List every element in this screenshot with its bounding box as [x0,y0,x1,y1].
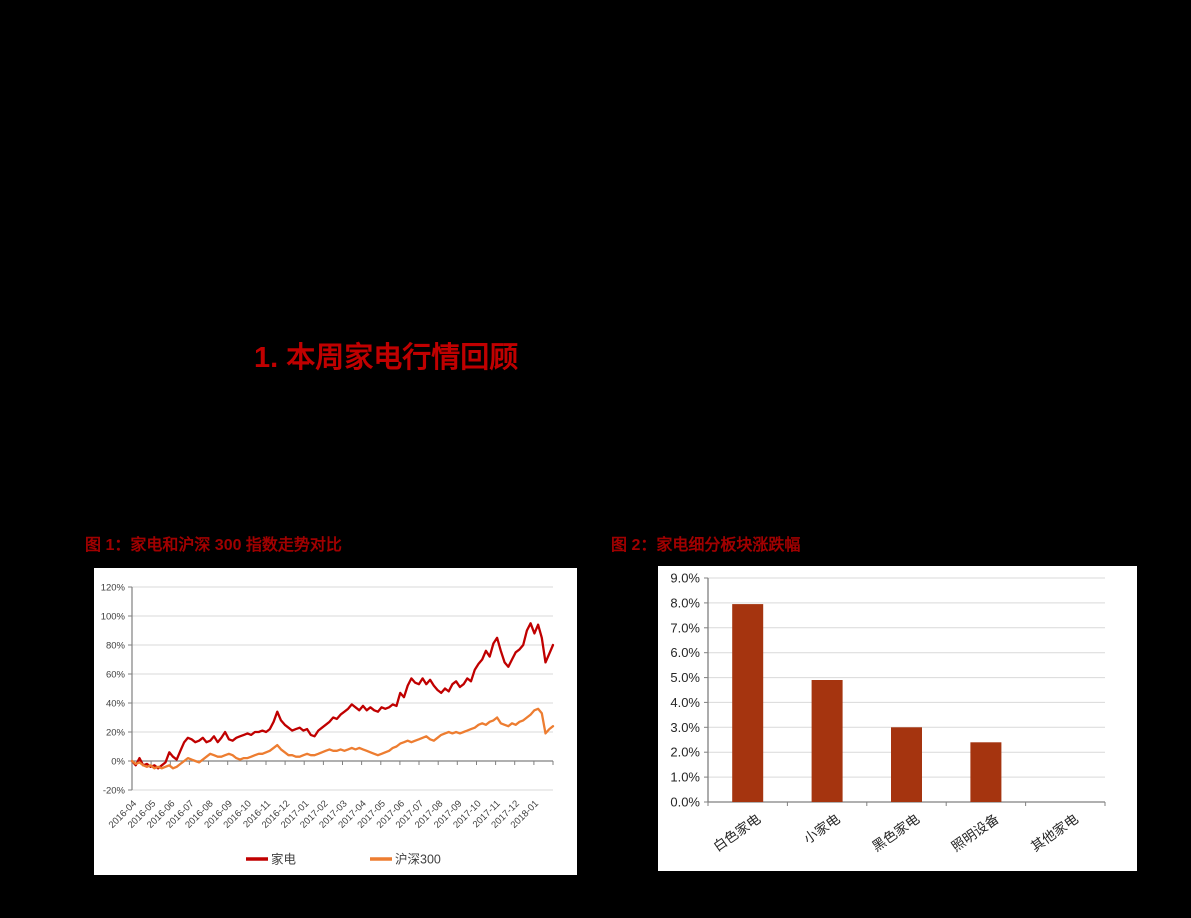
svg-text:6.0%: 6.0% [670,645,700,660]
figure1-chart-panel: 120% 100% 80% 60% 40% 20% 0% -20% 2016-04 2016-05… [94,568,577,875]
svg-text:9.0%: 9.0% [670,571,700,586]
svg-text:120%: 120% [101,583,126,594]
svg-text:白色家电: 白色家电 [710,810,763,854]
svg-text:40%: 40% [106,699,126,710]
svg-text:黑色家电: 黑色家电 [869,810,922,854]
series-line-1 [130,707,555,770]
svg-text:7.0%: 7.0% [670,620,700,635]
figure1-caption: 图 1：家电和沪深 300 指数走势对比 [85,537,342,554]
legend-label-0: 家电 [271,852,297,867]
section-heading: 1. 本周家电行情回顾 [254,342,519,374]
svg-text:100%: 100% [101,612,126,623]
svg-text:8.0%: 8.0% [670,595,700,610]
svg-text:5.0%: 5.0% [670,670,700,685]
series-line-0 [130,622,555,770]
y-axis-labels: 120% 100% 80% 60% 40% 20% 0% -20% [101,583,126,797]
bar-chart-subsector-change: 9.0% 8.0% 7.0% 6.0% 5.0% 4.0% 3.0% 2.0% 1.0% 0.0%… [670,571,1106,854]
bar-2 [891,727,922,802]
svg-text:照明设备: 照明设备 [948,810,1002,854]
line-chart-home-appliance-vs-csi300: 120% 100% 80% 60% 40% 20% 0% -20%2016-042016-05… [101,583,555,867]
svg-text:其他家电: 其他家电 [1028,810,1081,854]
bar-3 [970,742,1002,802]
y-axis-labels: 9.0% 8.0% 7.0% 6.0% 5.0% 4.0% 3.0% 2.0% 1.0% 0.0% [670,571,700,810]
svg-text:3.0%: 3.0% [670,720,700,735]
legend: 家电 沪深300 [246,852,441,867]
gridlines [132,586,553,791]
bar-0 [732,604,764,802]
bar-1 [811,680,843,802]
legend-label-1: 沪深300 [395,853,441,867]
svg-text:1.0%: 1.0% [670,770,700,785]
svg-text:20%: 20% [106,728,126,739]
svg-text:小家电: 小家电 [800,810,842,846]
svg-text:4.0%: 4.0% [670,695,700,710]
svg-text:0%: 0% [111,757,125,768]
x-axis-labels: 白色家电 小家电 黑色家电 照明设备 其他家电 [710,810,1081,854]
svg-text:60%: 60% [106,670,126,681]
bars [732,604,1002,802]
figure2-chart-panel: 9.0% 8.0% 7.0% 6.0% 5.0% 4.0% 3.0% 2.0% 1.0% 0.0%… [658,566,1137,871]
figure2-caption: 图 2：家电细分板块涨跌幅 [611,537,801,554]
x-axis-labels: 2016-042016-052016-062016-072016-082016-… [107,798,541,830]
svg-text:0.0%: 0.0% [670,795,700,810]
svg-text:80%: 80% [106,641,126,652]
svg-text:2.0%: 2.0% [670,745,700,760]
svg-text:-20%: -20% [103,786,126,797]
